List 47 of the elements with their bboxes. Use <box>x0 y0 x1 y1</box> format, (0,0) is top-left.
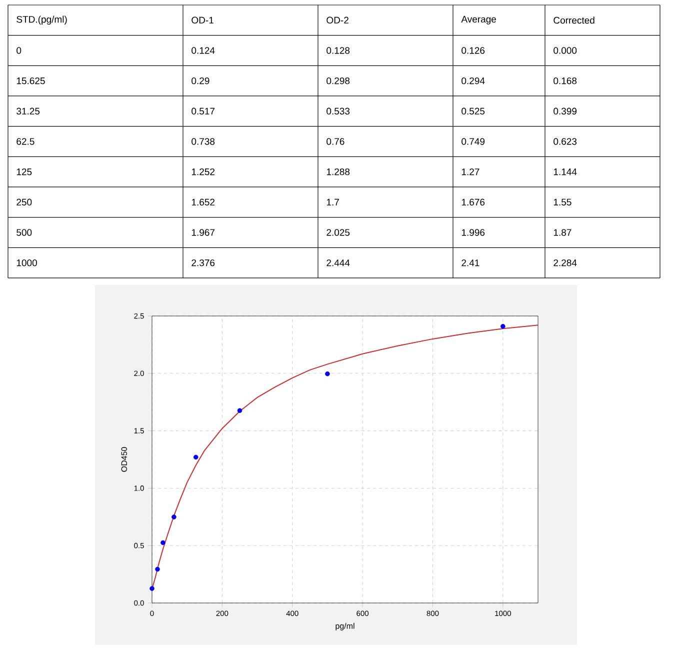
text: 0.29 <box>192 77 210 84</box>
text: 0.517 <box>192 108 215 115</box>
text: 1.996 <box>462 229 485 236</box>
text: 2.41 <box>462 259 480 266</box>
text: 2.444 <box>326 259 350 266</box>
text: 0.399 <box>554 108 577 115</box>
x-axis-title: pg/ml <box>336 622 354 630</box>
text: 1.55 <box>554 198 572 206</box>
text: 1.652 <box>192 198 215 206</box>
category-label: 31.25 <box>16 108 40 115</box>
category-label: 250 <box>16 198 32 206</box>
y-axis-title: OD450 <box>121 447 127 472</box>
text: 2.284 <box>554 259 577 266</box>
text: 1.27 <box>462 168 480 176</box>
text: 1.967 <box>192 229 215 236</box>
text: 0.124 <box>192 47 215 54</box>
text: 2.376 <box>192 259 215 266</box>
text: 0.294 <box>462 77 485 84</box>
category-label: Corrected <box>554 16 594 24</box>
category-label: Average <box>461 16 496 24</box>
text: 0.76 <box>326 138 344 145</box>
category-label: OD-2 <box>326 16 348 24</box>
category-label: OD-1 <box>192 16 214 24</box>
category-label: 0 <box>16 47 22 54</box>
text: 1.288 <box>326 168 350 176</box>
category-label: STD.(pg/ml) <box>16 16 67 25</box>
text: 0.128 <box>326 47 350 54</box>
text: 0.000 <box>554 47 577 54</box>
category-label: 125 <box>16 168 32 176</box>
text: 1.87 <box>554 229 572 236</box>
category-label: 15.625 <box>16 77 45 84</box>
text: 0.168 <box>554 77 577 84</box>
text: 0.298 <box>326 77 350 84</box>
text: 0.738 <box>192 138 215 145</box>
category-label: 62.5 <box>16 138 34 145</box>
text: 1.144 <box>554 168 577 176</box>
text: 1.7 <box>326 198 339 206</box>
text: 1.252 <box>192 168 215 176</box>
text: 0.749 <box>462 138 485 145</box>
text: 0.126 <box>462 47 485 54</box>
category-label: 500 <box>16 229 32 236</box>
category-label: 1000 <box>16 259 37 266</box>
text: 0.525 <box>462 108 485 115</box>
text: 0.623 <box>554 138 577 145</box>
text: 0.533 <box>326 108 350 115</box>
text: 1.676 <box>462 198 485 206</box>
text: 2.025 <box>326 229 350 236</box>
